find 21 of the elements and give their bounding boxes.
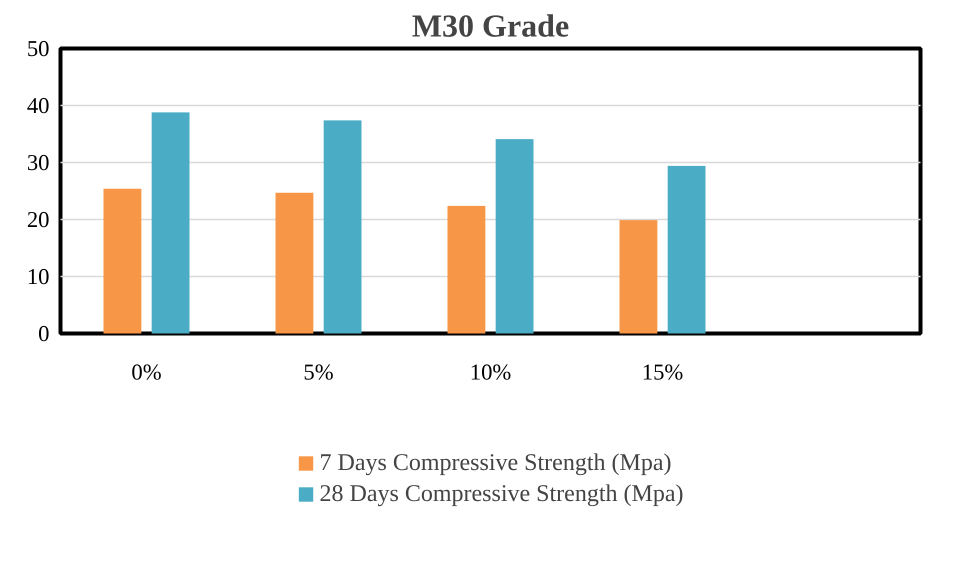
y-tick-label: 50 (26, 36, 50, 61)
bar (152, 112, 190, 334)
legend-label: 28 Days Compressive Strength (Mpa) (320, 480, 684, 508)
bar (324, 120, 362, 334)
y-tick-label: 10 (26, 264, 50, 289)
x-tick-label: 0% (131, 360, 162, 384)
bar (104, 188, 142, 334)
y-tick-label: 20 (26, 207, 50, 232)
x-tick-label: 10% (470, 360, 512, 384)
chart-title: M30 Grade (412, 8, 570, 44)
y-tick-label: 0 (38, 321, 50, 346)
y-tick-label: 30 (26, 150, 50, 175)
bar (496, 139, 534, 334)
x-tick-label: 15% (642, 360, 684, 384)
y-tick-label: 40 (26, 93, 50, 118)
bar (448, 206, 486, 334)
legend-label: 7 Days Compressive Strength (Mpa) (320, 450, 672, 476)
bar (668, 166, 706, 334)
bar (620, 220, 658, 334)
x-tick-label: 5% (303, 360, 334, 384)
bar (276, 192, 314, 334)
